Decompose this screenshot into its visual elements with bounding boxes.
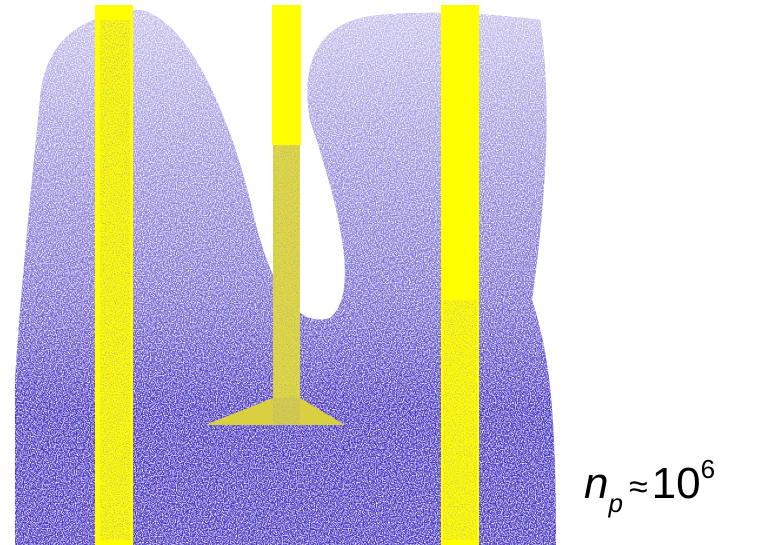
- exponent: 6: [701, 454, 715, 484]
- center-column-particles: [273, 145, 300, 425]
- center-column-top: [272, 5, 301, 145]
- particle-count-label: np≈106: [584, 462, 715, 506]
- right-column-particles: [443, 300, 477, 540]
- base: 10: [652, 459, 701, 508]
- variable: n: [584, 459, 608, 508]
- subscript: p: [608, 488, 622, 518]
- left-column-particles: [100, 20, 130, 540]
- page: np≈106: [0, 0, 758, 545]
- relation: ≈: [629, 468, 648, 506]
